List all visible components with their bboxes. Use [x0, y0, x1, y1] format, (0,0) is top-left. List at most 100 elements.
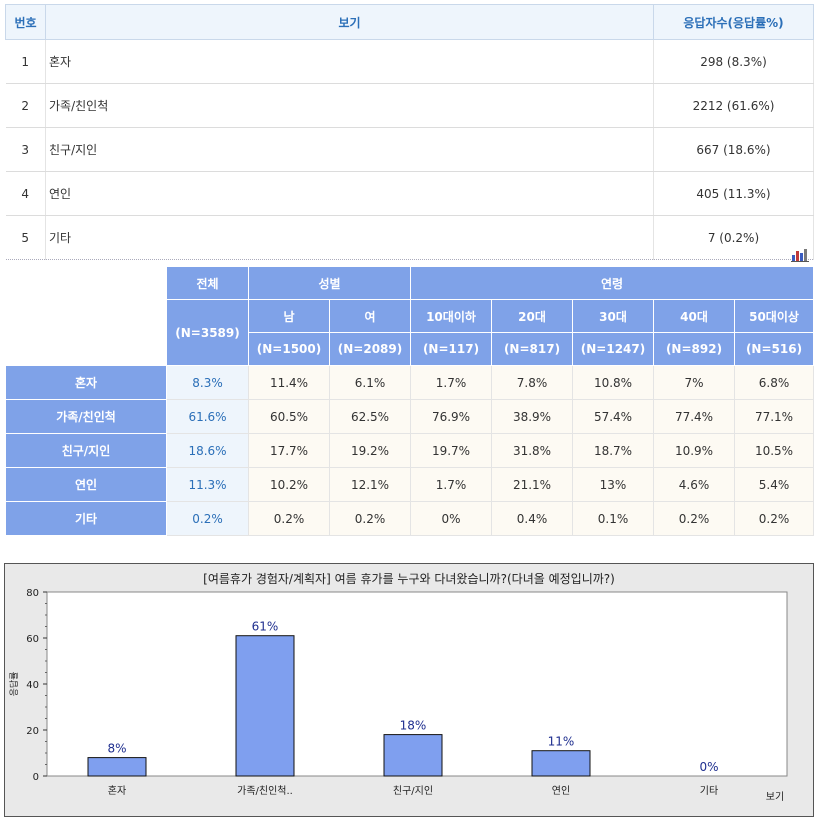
row-number: 1: [5, 39, 46, 84]
total-cell: 18.6%: [166, 433, 249, 468]
column-n: (N=817): [491, 332, 573, 366]
bar-value-label: 11%: [548, 735, 575, 749]
row-header: 기타: [5, 501, 167, 536]
value-cell: 62.5%: [329, 399, 411, 434]
row-header: 연인: [5, 467, 167, 502]
bar-value-label: 8%: [107, 742, 126, 756]
row-header: 가족/친인척: [5, 399, 167, 434]
header-age: 연령: [409, 266, 815, 300]
header-option: 보기: [45, 4, 654, 40]
bar: [235, 635, 295, 777]
value-cell: 7%: [653, 365, 735, 400]
table-row: 3 친구/지인 667 (18.6%): [5, 127, 814, 172]
value-cell: 10.5%: [733, 433, 815, 468]
row-label: 친구/지인: [45, 127, 654, 172]
total-cell: 0.2%: [166, 501, 249, 536]
table1-header-row: 번호 보기 응답자수(응답률%): [5, 4, 814, 40]
value-cell: 0.1%: [572, 501, 654, 536]
value-cell: 10.9%: [653, 433, 735, 468]
corner-blank: [5, 266, 167, 366]
value-cell: 0.2%: [653, 501, 735, 536]
x-tick-label: 기타: [700, 785, 718, 797]
row-value: 2212 (61.6%): [653, 83, 814, 128]
header-gender: 성별: [248, 266, 411, 300]
value-cell: 0.2%: [248, 501, 330, 536]
value-cell: 5.4%: [733, 467, 815, 502]
row-header: 친구/지인: [5, 433, 167, 468]
y-tick-label: 40: [26, 680, 39, 691]
value-cell: 10.8%: [572, 365, 654, 400]
table-row: 4 연인 405 (11.3%): [5, 171, 814, 216]
value-cell: 4.6%: [653, 467, 735, 502]
column-header: 50대이상: [733, 299, 815, 333]
column-header: 20대: [491, 299, 573, 333]
value-cell: 77.4%: [653, 399, 735, 434]
value-cell: 77.1%: [733, 399, 815, 434]
row-header: 혼자: [5, 365, 167, 400]
row-value: 667 (18.6%): [653, 127, 814, 172]
header-total-n: (N=3589): [166, 299, 249, 366]
bar-chart-icon[interactable]: [791, 248, 809, 262]
header-respondents: 응답자수(응답률%): [653, 4, 814, 40]
value-cell: 0.2%: [329, 501, 411, 536]
value-cell: 17.7%: [248, 433, 330, 468]
value-cell: 76.9%: [410, 399, 492, 434]
table-row: 2 가족/친인척 2212 (61.6%): [5, 83, 814, 128]
x-tick-label: 연인: [552, 785, 570, 797]
bar-value-label: 0%: [699, 760, 718, 774]
value-cell: 0.4%: [491, 501, 573, 536]
value-cell: 13%: [572, 467, 654, 502]
crosstab-row: 연인 11.3% 10.2% 12.1% 1.7% 21.1% 13% 4.6% 5.4%: [5, 467, 815, 502]
bar-chart: [여름휴가 경험자/계획자] 여름 휴가를 누구와 다녀왔습니까?(다녀올 예정…: [4, 563, 814, 817]
bar: [531, 750, 591, 777]
value-cell: 60.5%: [248, 399, 330, 434]
table-row: 5 기타 7 (0.2%): [5, 215, 814, 260]
total-cell: 11.3%: [166, 467, 249, 502]
y-tick-label: 60: [26, 634, 39, 645]
crosstab-row: 가족/친인척 61.6% 60.5% 62.5% 76.9% 38.9% 57.4% 77.4…: [5, 399, 815, 434]
column-header: 10대이하: [410, 299, 492, 333]
crosstab-row: 기타 0.2% 0.2% 0.2% 0% 0.4% 0.1% 0.2% 0.2%: [5, 501, 815, 536]
column-n: (N=2089): [329, 332, 411, 366]
chart-title: [여름휴가 경험자/계획자] 여름 휴가를 누구와 다녀왔습니까?(다녀올 예정…: [203, 572, 615, 586]
table-row: 1 혼자 298 (8.3%): [5, 39, 814, 84]
value-cell: 11.4%: [248, 365, 330, 400]
column-header: 남: [248, 299, 330, 333]
crosstab-table: 전체 성별 연령 (N=3589) 남 여 10대이하 20대 30대 40대 50대이상 …: [5, 266, 815, 536]
bar-value-label: 61%: [252, 620, 279, 634]
crosstab-row: 혼자 8.3% 11.4% 6.1% 1.7% 7.8% 10.8% 7% 6.8%: [5, 365, 815, 400]
y-tick-label: 0: [33, 772, 39, 783]
value-cell: 18.7%: [572, 433, 654, 468]
value-cell: 21.1%: [491, 467, 573, 502]
header-total: 전체: [166, 266, 249, 300]
crosstab-row: 친구/지인 18.6% 17.7% 19.2% 19.7% 31.8% 18.7% 10.9%…: [5, 433, 815, 468]
total-cell: 8.3%: [166, 365, 249, 400]
value-cell: 10.2%: [248, 467, 330, 502]
value-cell: 0.2%: [733, 501, 815, 536]
value-cell: 6.8%: [733, 365, 815, 400]
row-label: 혼자: [45, 39, 654, 84]
value-cell: 38.9%: [491, 399, 573, 434]
bar-value-label: 18%: [400, 719, 427, 733]
x-axis-label: 보기: [766, 791, 784, 803]
column-n: (N=892): [653, 332, 735, 366]
value-cell: 6.1%: [329, 365, 411, 400]
y-tick-label: 20: [26, 726, 39, 737]
value-cell: 19.2%: [329, 433, 411, 468]
bar: [87, 757, 147, 777]
row-number: 5: [5, 215, 46, 260]
row-value: 405 (11.3%): [653, 171, 814, 216]
value-cell: 12.1%: [329, 467, 411, 502]
column-header: 30대: [572, 299, 654, 333]
chart-canvas: 0 20 40 60 80 응답률 8% 혼자 61% 가족/친인척.. 18% 친구/지인 11% 연인…: [8, 588, 788, 803]
x-tick-label: 혼자: [108, 784, 126, 797]
column-n: (N=516): [733, 332, 815, 366]
row-label: 가족/친인척: [45, 83, 654, 128]
value-cell: 19.7%: [410, 433, 492, 468]
column-n: (N=1247): [572, 332, 654, 366]
row-value: 7 (0.2%): [653, 215, 814, 260]
column-header: 여: [329, 299, 411, 333]
column-n: (N=1500): [248, 332, 330, 366]
total-cell: 61.6%: [166, 399, 249, 434]
y-tick-label: 80: [26, 588, 39, 599]
